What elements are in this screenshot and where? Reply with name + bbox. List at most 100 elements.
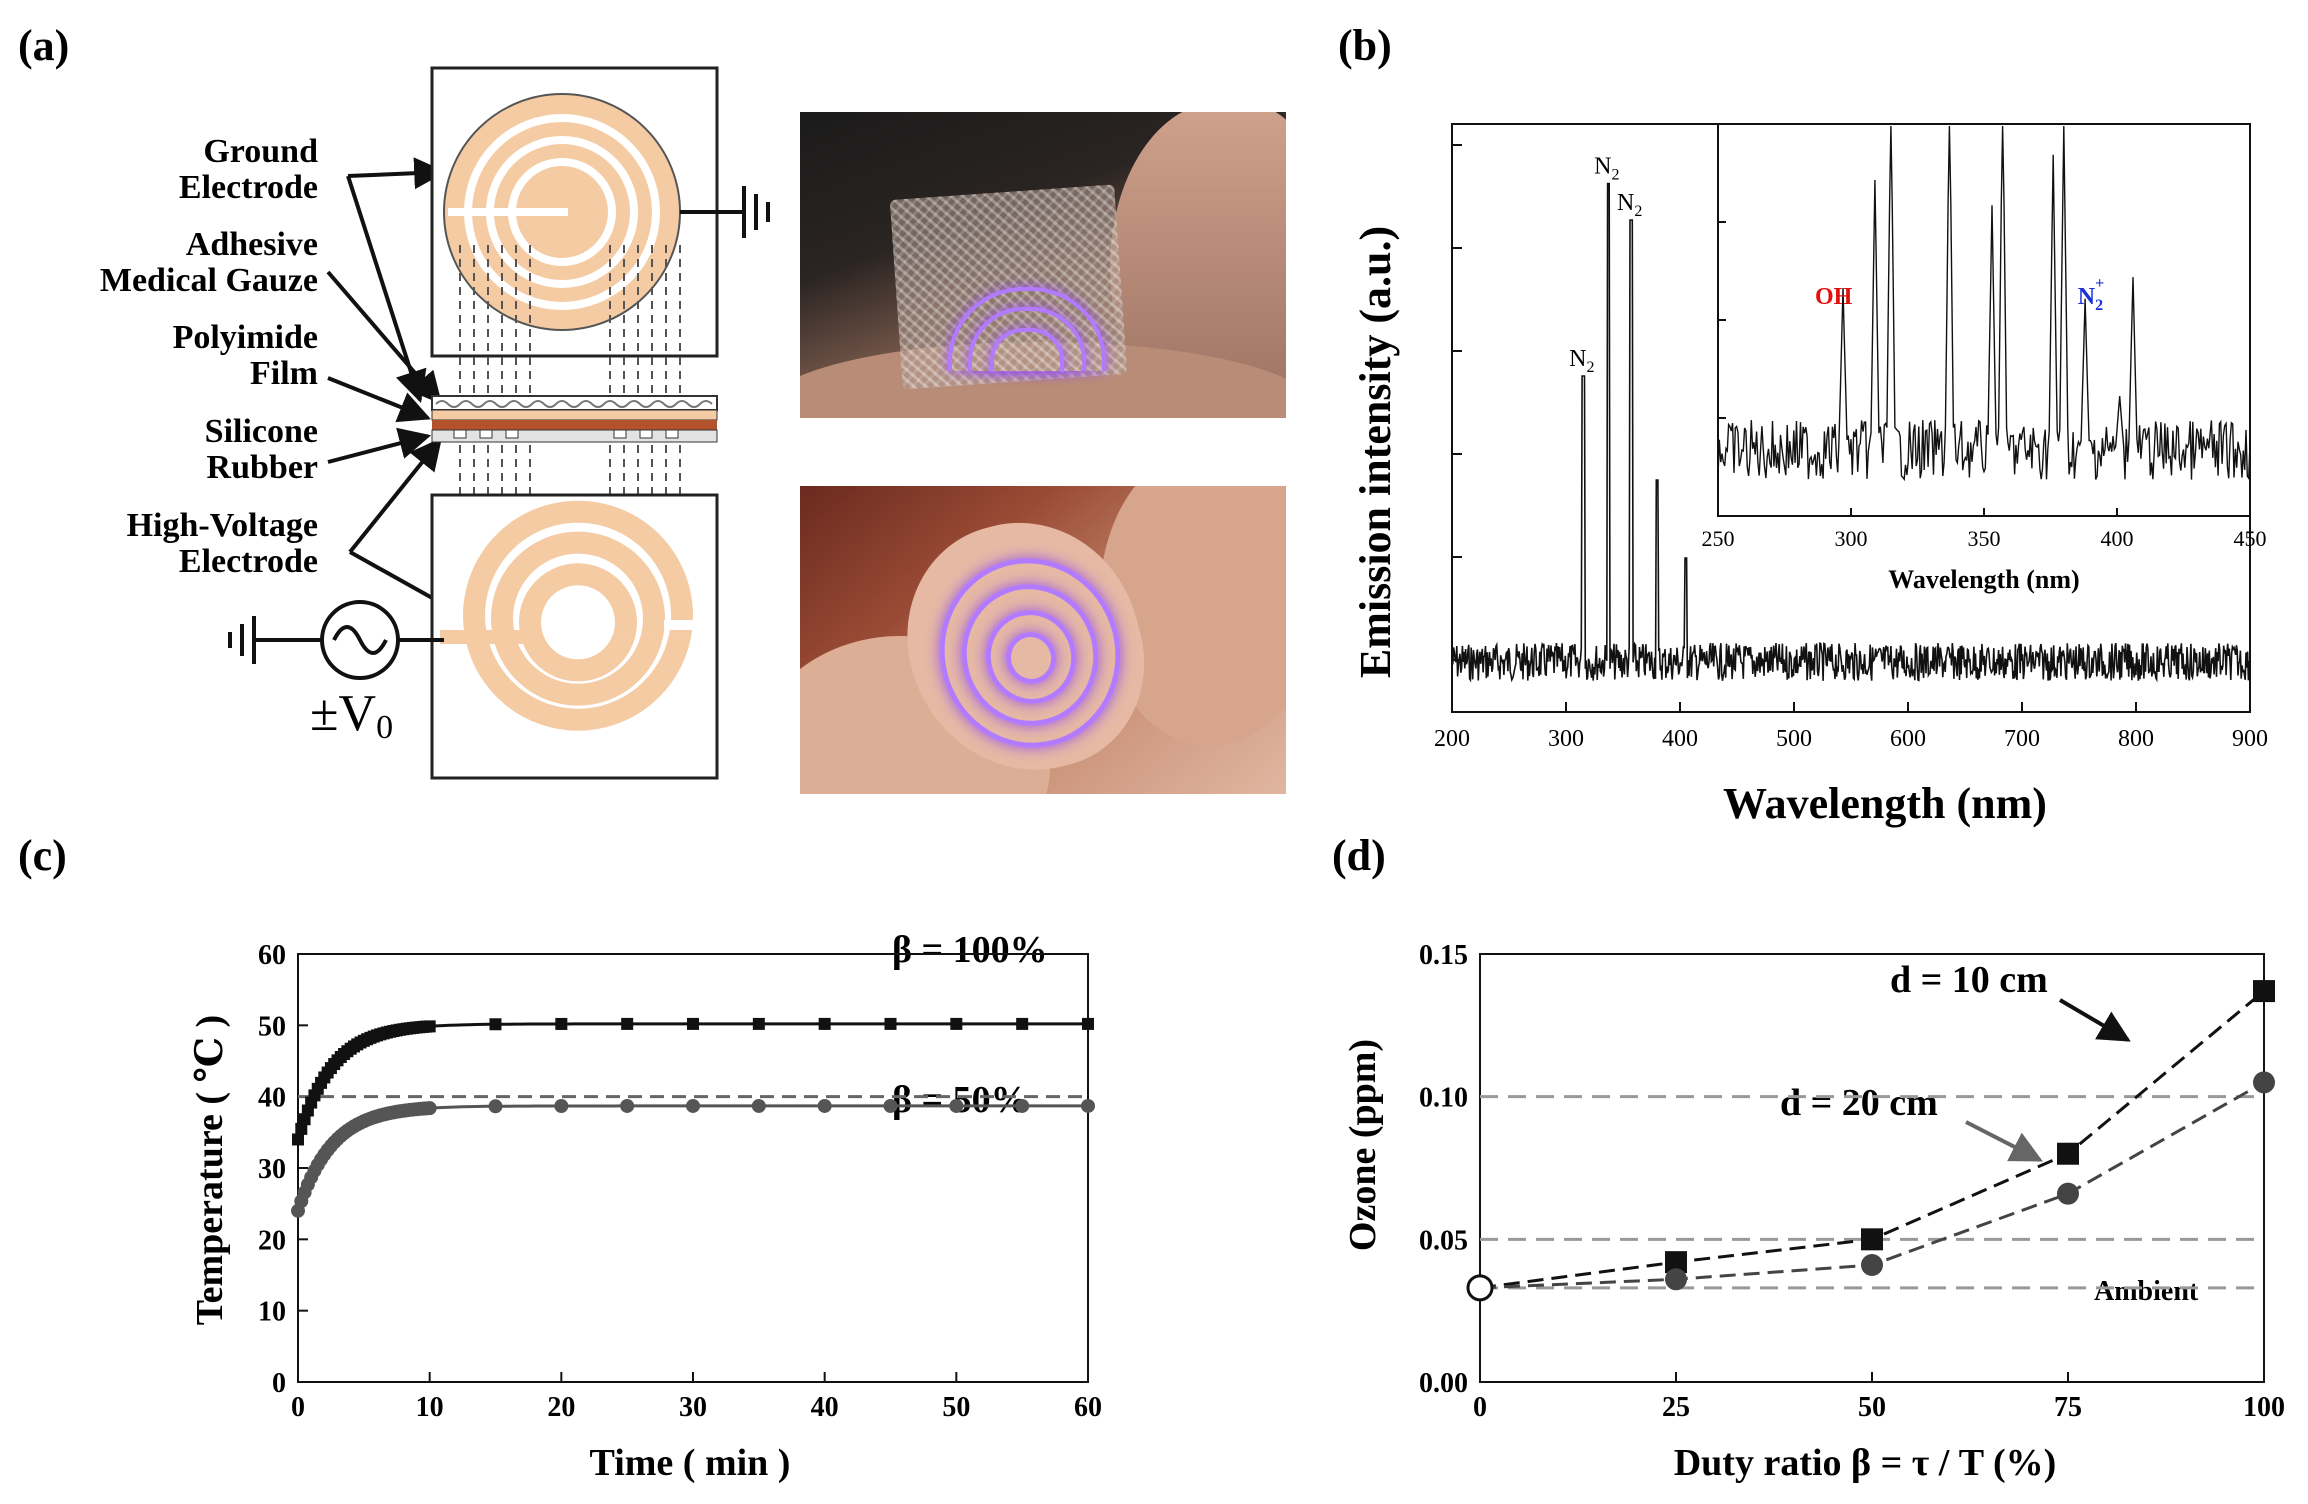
chart-c-point xyxy=(554,1098,569,1113)
chart-c-xtick-label: 40 xyxy=(811,1392,839,1423)
chart-b-ylabel: Emission intensity (a.u.) xyxy=(1351,226,1400,678)
chart-b-inset-frame xyxy=(1717,123,2251,517)
panel-label-c: (c) xyxy=(18,831,67,880)
label-ground-2: Electrode xyxy=(179,169,318,206)
chart-c-series-label-100: β = 100% xyxy=(892,929,1048,971)
chart-b-peak-label: N2 xyxy=(1569,346,1594,376)
chart-c-xtick-label: 0 xyxy=(291,1392,305,1423)
chart-b-xtick-label: 500 xyxy=(1776,726,1812,752)
chart-c-ylabel: Temperature ( ℃ ) xyxy=(189,1015,231,1325)
chart-c-ytick-label: 50 xyxy=(258,1011,286,1042)
chart-c-point xyxy=(751,1098,766,1113)
chart-d-ytick-label: 0.05 xyxy=(1419,1225,1468,1256)
chart-c-point xyxy=(883,1098,898,1113)
label-silicone-2: Rubber xyxy=(207,449,318,486)
chart-c-point xyxy=(817,1098,832,1113)
chart-c-point xyxy=(423,1020,436,1033)
chart-c-series-label-50: β = 50% xyxy=(892,1079,1029,1121)
chart-d-point xyxy=(1861,1254,1883,1277)
chart-b-xtick-label: 300 xyxy=(1548,726,1584,752)
chart-d-ylabel: Ozone (ppm) xyxy=(1342,1039,1384,1251)
chart-c-point xyxy=(752,1017,765,1030)
chart-d-point xyxy=(2253,980,2275,1003)
chart-c-xtick-label: 20 xyxy=(547,1392,575,1423)
chart-c-point xyxy=(295,1122,308,1135)
chart-c-point xyxy=(488,1099,503,1114)
label-gauze-2: Medical Gauze xyxy=(100,262,318,299)
chart-d-xtick-label: 25 xyxy=(1662,1392,1690,1423)
chart-c-series-line xyxy=(296,1104,1088,1212)
chart-d-frame xyxy=(1479,953,2265,1383)
cross-section xyxy=(431,395,718,443)
chart-b-xtick-label: 700 xyxy=(2004,726,2040,752)
arrow-d20 xyxy=(1965,1120,2043,1162)
chart-b-xtick-label: 900 xyxy=(2232,726,2268,752)
chart-d-ytick-label: 0.15 xyxy=(1419,940,1468,971)
photo-flexible-electrode xyxy=(800,486,1286,794)
chart-b-spectrum-line xyxy=(1451,182,2250,683)
chart-d-series-label-10: d = 10 cm xyxy=(1890,959,2048,1001)
chart-c: Temperature ( ℃ ) Time ( min ) β = 100% … xyxy=(189,929,1102,1484)
chart-b-inset-xtick-label: 450 xyxy=(2234,526,2267,551)
chart-d-xlabel: Duty ratio β = τ / T (%) xyxy=(1674,1442,2057,1484)
chart-c-ytick-label: 0 xyxy=(272,1368,286,1399)
chart-b: Emission intensity (a.u.) Wavelength (nm… xyxy=(1351,123,2268,828)
chart-b-xtick-label: 400 xyxy=(1662,726,1698,752)
chart-c-point xyxy=(950,1017,963,1030)
chart-c-ytick-label: 60 xyxy=(258,940,286,971)
chart-d-point xyxy=(1665,1268,1687,1291)
chart-d-xtick-label: 50 xyxy=(1858,1392,1886,1423)
chart-d-series-label-20: d = 20 cm xyxy=(1780,1082,1938,1124)
chart-d-point xyxy=(1665,1251,1687,1274)
chart-d-ytick-label: 0.00 xyxy=(1419,1368,1468,1399)
chart-c-ytick-label: 30 xyxy=(258,1154,286,1185)
chart-c-ytick-label: 40 xyxy=(258,1083,286,1114)
chart-b-inset-xtick-label: 250 xyxy=(1702,526,1735,551)
chart-c-ytick-label: 10 xyxy=(258,1297,286,1328)
chart-c-point xyxy=(1081,1098,1095,1113)
chart-d-xtick-label: 75 xyxy=(2054,1392,2082,1423)
panel-label-d: (d) xyxy=(1332,831,1386,880)
chart-c-ytick-label: 20 xyxy=(258,1225,286,1256)
panel-label-b: (b) xyxy=(1338,21,1392,70)
chart-b-inset-xtick-label: 300 xyxy=(1835,526,1868,551)
chart-c-point xyxy=(687,1017,699,1030)
label-hv-1: High-Voltage xyxy=(127,507,318,544)
chart-d-point xyxy=(2057,1182,2079,1205)
chart-c-point xyxy=(884,1017,897,1030)
ground-electrode xyxy=(443,93,770,331)
label-polyimide-1: Polyimide xyxy=(173,319,318,356)
chart-c-point xyxy=(1016,1017,1029,1030)
label-gauze-1: Adhesive xyxy=(186,226,318,263)
chart-b-xtick-label: 800 xyxy=(2118,726,2154,752)
chart-d-point xyxy=(2253,1071,2275,1094)
ac-source: ±V0 xyxy=(228,600,444,746)
chart-c-xtick-label: 50 xyxy=(942,1392,970,1423)
panel-label-a: (a) xyxy=(18,21,69,70)
chart-c-point xyxy=(620,1098,635,1113)
label-silicone-1: Silicone xyxy=(205,413,318,450)
chart-c-xlabel: Time ( min ) xyxy=(590,1442,791,1484)
chart-c-xtick-label: 60 xyxy=(1074,1392,1102,1423)
label-arrows xyxy=(326,157,471,620)
chart-b-inset-line xyxy=(1717,125,2251,482)
chart-b-peak-label: N2 xyxy=(1594,154,1619,184)
chart-d-ytick-label: 0.10 xyxy=(1419,1083,1468,1114)
chart-c-point xyxy=(1082,1017,1094,1030)
label-ground-1: Ground xyxy=(203,133,318,170)
chart-b-inset-xtick-label: 350 xyxy=(1968,526,2001,551)
chart-d-xtick-label: 100 xyxy=(2243,1392,2285,1423)
chart-d-point xyxy=(2057,1142,2079,1165)
chart-c-point xyxy=(489,1018,502,1031)
chart-b-inset-peak-label: OH xyxy=(1815,284,1853,310)
chart-b-peak-label: N2 xyxy=(1617,190,1642,220)
chart-b-xlabel: Wavelength (nm) xyxy=(1723,779,2047,828)
chart-b-inset-xtick-label: 400 xyxy=(2101,526,2134,551)
chart-c-point xyxy=(422,1101,437,1116)
voltage-label: ±V0 xyxy=(310,685,393,746)
chart-c-xtick-label: 30 xyxy=(679,1392,707,1423)
chart-d-xtick-label: 0 xyxy=(1473,1392,1487,1423)
chart-b-xtick-label: 200 xyxy=(1434,726,1470,752)
chart-b-xtick-label: 600 xyxy=(1890,726,1926,752)
